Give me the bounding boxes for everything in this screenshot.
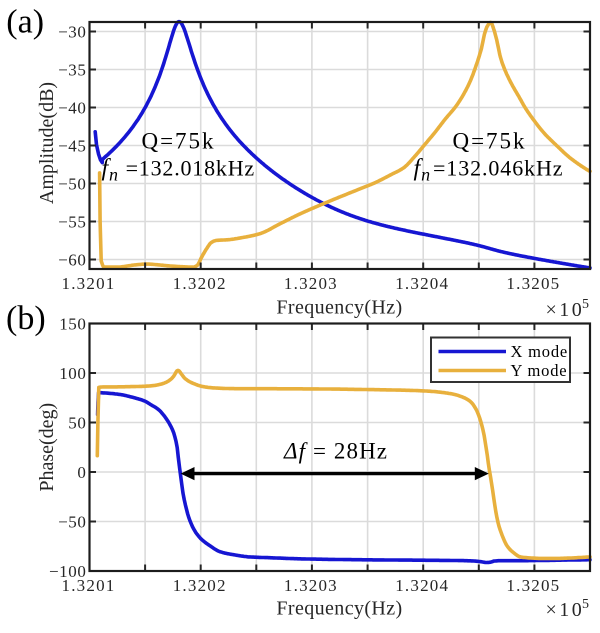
svg-text:1.3203: 1.3203 bbox=[284, 576, 338, 595]
svg-text:Y mode: Y mode bbox=[511, 361, 568, 380]
svg-text:−100: −100 bbox=[49, 562, 87, 581]
svg-text:−35: −35 bbox=[58, 61, 86, 80]
svg-text:−55: −55 bbox=[58, 213, 86, 232]
svg-text:5: 5 bbox=[582, 597, 589, 612]
svg-text:1.3202: 1.3202 bbox=[173, 274, 227, 293]
svg-text:−45: −45 bbox=[58, 137, 86, 156]
svg-text:Q=75k: Q=75k bbox=[141, 129, 215, 154]
svg-text:1.3205: 1.3205 bbox=[506, 576, 560, 595]
svg-text:−50: −50 bbox=[58, 513, 86, 532]
svg-text:50: 50 bbox=[68, 414, 86, 433]
svg-text:fn =132.018kHz: fn =132.018kHz bbox=[102, 156, 255, 185]
svg-text:1.3205: 1.3205 bbox=[506, 274, 560, 293]
svg-text:X mode: X mode bbox=[511, 342, 569, 361]
svg-text:Frequency(Hz): Frequency(Hz) bbox=[276, 297, 402, 319]
svg-text:1.3201: 1.3201 bbox=[62, 274, 116, 293]
svg-text:−60: −60 bbox=[58, 251, 86, 270]
svg-text:Δf = 28Hz: Δf = 28Hz bbox=[283, 439, 388, 464]
svg-text:5: 5 bbox=[582, 297, 589, 312]
svg-text:1.3204: 1.3204 bbox=[395, 576, 449, 595]
svg-text:1.3201: 1.3201 bbox=[62, 576, 116, 595]
svg-text:(a): (a) bbox=[6, 4, 44, 41]
svg-text:−50: −50 bbox=[58, 175, 86, 194]
svg-text:Q=75k: Q=75k bbox=[452, 129, 526, 154]
svg-text:150: 150 bbox=[59, 315, 86, 334]
svg-text:fn=132.046kHz: fn=132.046kHz bbox=[414, 156, 564, 185]
svg-text:0: 0 bbox=[77, 463, 86, 482]
svg-text:Phase(deg): Phase(deg) bbox=[36, 403, 58, 492]
svg-text:100: 100 bbox=[59, 364, 86, 383]
svg-text:×10: ×10 bbox=[546, 299, 585, 321]
svg-text:Amplitude(dB): Amplitude(dB) bbox=[36, 82, 58, 204]
svg-text:Frequency(Hz): Frequency(Hz) bbox=[276, 598, 402, 620]
svg-text:−30: −30 bbox=[58, 23, 86, 42]
svg-text:1.3202: 1.3202 bbox=[173, 576, 227, 595]
svg-text:−40: −40 bbox=[58, 99, 86, 118]
svg-text:(b): (b) bbox=[6, 300, 46, 337]
svg-text:1.3204: 1.3204 bbox=[395, 274, 449, 293]
svg-text:×10: ×10 bbox=[546, 599, 585, 621]
svg-text:1.3203: 1.3203 bbox=[284, 274, 338, 293]
